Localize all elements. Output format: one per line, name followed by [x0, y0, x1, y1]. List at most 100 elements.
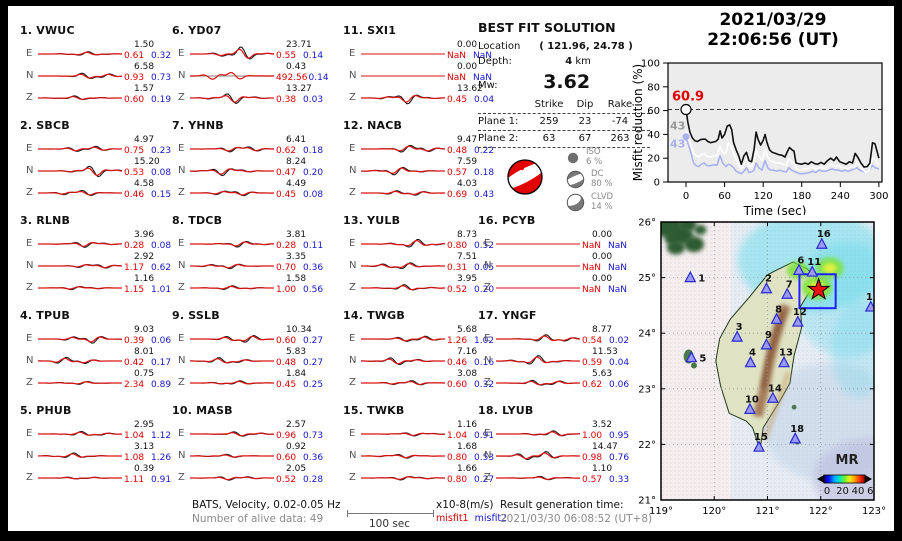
channel-row: N 15.20 0.53 0.08 [20, 157, 178, 182]
colorbar-tick: 20 [836, 486, 849, 497]
waveform-trace [38, 336, 123, 344]
misfit2-value: 0.76 [609, 452, 630, 463]
svg-text:120: 120 [754, 191, 773, 202]
misfit1-value: 492.56 [276, 72, 308, 83]
channel-values: 14.47 0.98 0.76 [582, 442, 629, 463]
channel-label: E [26, 143, 33, 154]
channel-label: Z [349, 282, 356, 293]
waveform-trace [361, 284, 446, 291]
channel-values: 4.49 0.45 0.08 [276, 179, 323, 200]
peak-amplitude-value: 3.35 [286, 252, 307, 262]
map-station-label: 6 [797, 255, 804, 266]
misfit2-value: 0.06 [151, 335, 172, 346]
mainland-coast [664, 232, 679, 245]
misfit1-legend: misfit1 [436, 513, 469, 524]
waveform-trace [190, 476, 274, 481]
channel-row: N 0.00 NaN NaN [478, 252, 636, 277]
peak-amplitude-value: 1.58 [286, 274, 307, 284]
misfit1-value: 0.45 [447, 94, 468, 105]
waveform-trace [361, 454, 445, 459]
channel-label: E [349, 48, 356, 59]
channel-label: N [178, 260, 186, 271]
waveform-trace [38, 51, 123, 56]
station-header: 11. SXI1 [343, 24, 397, 37]
channel-values: 13.27 0.38 0.03 [276, 84, 323, 105]
peak-amplitude-value: 0.92 [286, 442, 307, 452]
plane-table-col: Dip [576, 99, 594, 110]
channel-values: 4.03 0.69 0.43 [447, 179, 494, 200]
lon-tick-label: 119° [649, 506, 673, 517]
map-station-label: 18 [790, 424, 804, 435]
station-block: 7. YHNB E 6.41 0.62 0.18 N 8.24 0.47 0.20 Z 4.49 0.… [172, 119, 330, 211]
misfit2-value: 0.36 [303, 452, 324, 463]
peak-amplitude-value: 15.20 [134, 157, 160, 167]
misfit1-value: 0.61 [124, 50, 145, 61]
misfit1-value: 0.31 [447, 262, 468, 273]
blue-start-label: 43 [670, 137, 685, 150]
misfit2-value: 0.52 [474, 240, 495, 251]
plane-table-col: Strike [534, 99, 564, 110]
waveform-trace [190, 146, 274, 153]
waveform-trace [38, 241, 123, 248]
channel-values: 15.20 0.53 0.08 [124, 157, 171, 178]
misfit2-value: 1.01 [151, 284, 172, 295]
waveform-trace [361, 190, 446, 196]
misfit-values: NaN NaN [447, 51, 492, 62]
peak-amplitude-value: 3.13 [134, 442, 155, 452]
channel-values: 1.10 0.57 0.33 [582, 464, 629, 485]
lat-tick-label: 21° [638, 496, 656, 507]
misfit1-value: 0.45 [276, 189, 297, 200]
misfit2-value: 0.14 [303, 50, 324, 61]
channel-values: 8.01 0.42 0.17 [124, 347, 171, 368]
misfit-values: 0.45 0.08 [276, 190, 323, 201]
misfit-values: 0.46 0.16 [447, 358, 494, 369]
peak-amplitude-value: 3.81 [286, 230, 307, 240]
misfit1-value: 0.98 [582, 452, 603, 463]
channel-label: Z [484, 377, 491, 388]
misfit-values: 2.34 0.89 [124, 380, 171, 391]
channel-label: Z [349, 472, 356, 483]
peak-amplitude-value: 3.08 [457, 369, 478, 379]
misfit1-value: 0.28 [124, 240, 145, 251]
best-misfit-label: 60.9 [672, 90, 704, 105]
misfit-values: 0.52 0.28 [276, 475, 323, 486]
channel-row: E 8.73 0.80 0.52 [343, 230, 501, 255]
misfit-values: 0.59 0.04 [582, 358, 629, 369]
map-station-marker [760, 281, 773, 294]
channel-values: 1.84 0.45 0.25 [276, 369, 323, 390]
map-station-label: 7 [786, 279, 793, 290]
misfit2-value: 0.17 [151, 357, 172, 368]
misfit2-value: NaN [472, 50, 492, 61]
channel-row: N 0.92 0.60 0.36 [172, 442, 330, 467]
misfit2-value: 0.89 [151, 379, 172, 390]
peak-amplitude-value: 0.75 [134, 369, 155, 379]
misfit1-value: 1.15 [124, 284, 145, 295]
misfit2-value: 0.28 [303, 474, 324, 485]
channel-row: N 0.43 492.560.14 [172, 62, 330, 87]
map-station-marker [731, 330, 744, 342]
waveform-trace [190, 431, 275, 437]
solution-title: BEST FIT SOLUTION [478, 20, 616, 35]
misfit2-value: 0.18 [474, 167, 495, 178]
plane-table-col: Rake [607, 99, 633, 110]
solution-location: Location ( 121.96, 24.78 ) [478, 41, 650, 52]
channel-values: 23.71 0.55 0.14 [276, 40, 323, 61]
misfit-values: 0.62 0.18 [276, 146, 323, 157]
channel-row: Z 3.95 0.52 0.20 [343, 274, 501, 299]
lat-tick-label: 23° [638, 384, 656, 395]
station-header: 9. SSLB [172, 309, 220, 322]
channel-row: E 0.00 NaN NaN [478, 230, 636, 255]
peak-amplitude-value: 4.97 [134, 135, 155, 145]
channel-row: Z 2.05 0.52 0.28 [172, 464, 330, 489]
depth-label: Depth: [478, 56, 512, 67]
waveform-trace [496, 334, 581, 342]
depth-unit: km [575, 56, 591, 67]
station-header: 17. YNGF [478, 309, 537, 322]
misfit-values: 1.00 0.95 [582, 431, 629, 442]
misfit-values: 0.54 0.02 [582, 336, 629, 347]
channel-values: 1.68 0.80 0.53 [447, 442, 494, 463]
grid-search-box [798, 273, 837, 310]
misfit2-value: NaN [607, 240, 627, 251]
waveform-trace [190, 285, 274, 290]
channel-label: E [178, 48, 185, 59]
